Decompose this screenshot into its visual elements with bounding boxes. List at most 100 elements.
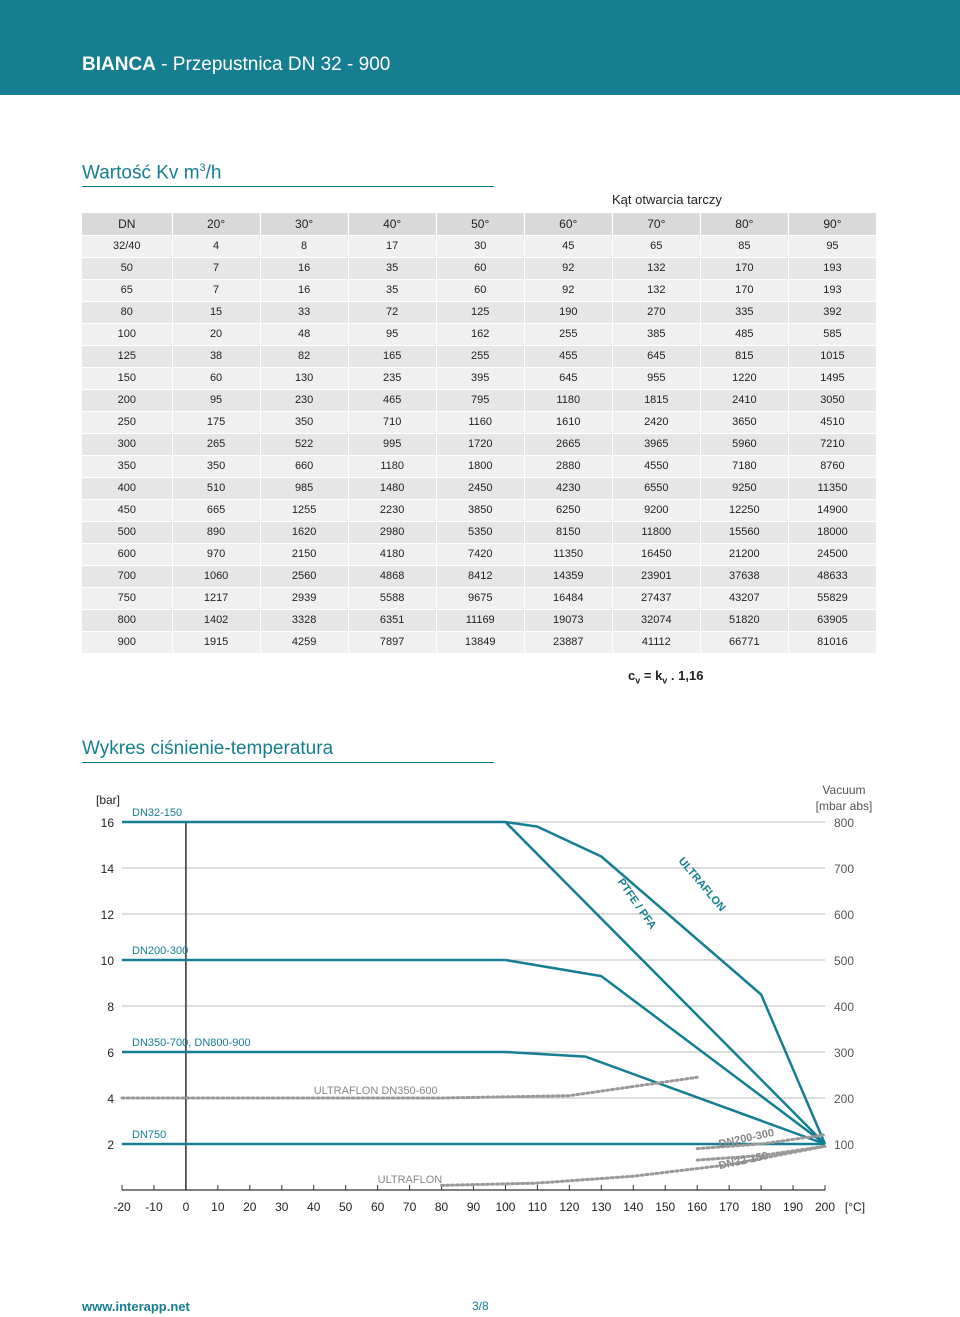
kv-table-body: 32/40 4 8 17 30 45 65 85 95 50 7 16 35 60 92 132 170 193 6… — [82, 235, 878, 654]
table-row: 700 1060 2560 4868 8412 14359 23901 37638 48633 — [82, 565, 878, 588]
table-cell: 7 — [172, 257, 261, 280]
pressure-series-line — [505, 820, 827, 1145]
x-tick-label: 60 — [371, 1200, 385, 1214]
vacuum-series-label: DN200-300 — [718, 1127, 776, 1150]
table-cell: 30 — [436, 235, 525, 258]
table-cell: 600 — [82, 543, 173, 566]
pt-chart-svg: -20 -10 0 10 20 30 40 50 60 70 80 90 100 110 120 130 140… — [96, 783, 873, 1214]
table-cell: 16450 — [612, 543, 701, 566]
table-cell: 100 — [82, 323, 173, 346]
kv-title-tail: /h — [205, 162, 222, 184]
x-tick-label: 40 — [307, 1200, 321, 1214]
table-cell: 95 — [788, 235, 878, 258]
table-cell: 1915 — [172, 631, 261, 654]
vacuum-series-label: ULTRAFLON — [378, 1174, 443, 1186]
vacuum-tick-label: 400 — [834, 1000, 854, 1014]
vacuum-series-label: DN32-150 — [718, 1150, 770, 1172]
x-tick-label: 190 — [783, 1200, 803, 1214]
table-cell: 1015 — [788, 345, 878, 368]
footer-url[interactable]: www.interapp.net — [82, 1299, 190, 1314]
table-cell: 11350 — [788, 477, 878, 500]
table-cell: 60 — [436, 257, 525, 280]
vacuum-series-label: ULTRAFLON DN350-600 — [314, 1085, 438, 1097]
kv-col-header: 20° — [172, 213, 261, 236]
kv-col-header: DN — [82, 213, 173, 236]
vacuum-tick-label: 700 — [834, 862, 854, 876]
vacuum-tick-label: 800 — [834, 816, 854, 830]
pressure-series-line — [505, 958, 826, 1145]
table-cell: 7210 — [788, 433, 878, 456]
vacuum-axis-label: Vacuum — [822, 783, 865, 797]
vacuum-series-line — [695, 1133, 827, 1151]
table-cell: 4259 — [260, 631, 349, 654]
x-tick-label: -20 — [113, 1200, 131, 1214]
x-tick-label: 50 — [339, 1200, 353, 1214]
table-cell: 8760 — [788, 455, 878, 478]
table-cell: 7897 — [348, 631, 437, 654]
kv-col-header: 30° — [260, 213, 349, 236]
table-cell: 63905 — [788, 609, 878, 632]
vacuum-tick-label: 200 — [834, 1092, 854, 1106]
page-number: 3/8 — [472, 1299, 489, 1313]
table-cell: 4868 — [348, 565, 437, 588]
formula-c-sub: v — [635, 675, 641, 686]
pressure-series-label: DN200-300 — [132, 945, 188, 957]
table-cell: 400 — [82, 477, 173, 500]
pressure-series-label: DN750 — [132, 1129, 166, 1141]
table-cell: 95 — [172, 389, 261, 412]
table-cell: 2665 — [524, 433, 613, 456]
table-row: 50 7 16 35 60 92 132 170 193 — [82, 257, 878, 280]
kv-col-header: 60° — [524, 213, 613, 236]
table-cell: 2150 — [260, 543, 349, 566]
vacuum-axis-unit: [mbar abs] — [816, 799, 873, 813]
table-cell: 60 — [172, 367, 261, 390]
table-cell: 3328 — [260, 609, 349, 632]
table-cell: 12250 — [700, 499, 789, 522]
table-cell: 2410 — [700, 389, 789, 412]
table-cell: 48633 — [788, 565, 878, 588]
x-tick-label: 160 — [687, 1200, 707, 1214]
vacuum-series-line — [440, 1144, 827, 1187]
table-cell: 85 — [700, 235, 789, 258]
x-tick-label: 90 — [467, 1200, 481, 1214]
table-cell: 45 — [524, 235, 613, 258]
kv-formula: cv = kv . 1,16 — [628, 668, 703, 686]
x-tick-label: 170 — [719, 1200, 739, 1214]
table-cell: 985 — [260, 477, 349, 500]
kv-section-title: Wartość Kv m3/h — [82, 162, 222, 184]
table-cell: 1800 — [436, 455, 525, 478]
table-cell: 165 — [348, 345, 437, 368]
x-tick-label: 20 — [243, 1200, 257, 1214]
y-tick-label: 16 — [101, 816, 115, 830]
table-cell: 4180 — [348, 543, 437, 566]
table-cell: 1180 — [524, 389, 613, 412]
table-cell: 3050 — [788, 389, 878, 412]
table-cell: 33 — [260, 301, 349, 324]
table-cell: 2939 — [260, 587, 349, 610]
vacuum-tick-label: 600 — [834, 908, 854, 922]
y-tick-label: 4 — [107, 1092, 114, 1106]
table-cell: 7420 — [436, 543, 525, 566]
table-row: 600 970 2150 4180 7420 11350 16450 21200 24500 — [82, 543, 878, 566]
table-cell: 41112 — [612, 631, 701, 654]
kv-col-header: 50° — [436, 213, 525, 236]
table-cell: 1180 — [348, 455, 437, 478]
table-cell: 170 — [700, 279, 789, 302]
table-cell: 38 — [172, 345, 261, 368]
table-cell: 350 — [172, 455, 261, 478]
table-cell: 72 — [348, 301, 437, 324]
table-cell: 1220 — [700, 367, 789, 390]
table-cell: 485 — [700, 323, 789, 346]
header-title: BIANCA - Przepustnica DN 32 - 900 — [82, 54, 390, 76]
vacuum-tick-label: 300 — [834, 1046, 854, 1060]
table-cell: 660 — [260, 455, 349, 478]
table-cell: 6351 — [348, 609, 437, 632]
x-tick-label: 150 — [655, 1200, 675, 1214]
x-tick-label: 0 — [183, 1200, 190, 1214]
table-row: 150 60 130 235 395 645 955 1220 1495 — [82, 367, 878, 390]
table-cell: 8 — [260, 235, 349, 258]
table-cell: 23887 — [524, 631, 613, 654]
table-cell: 455 — [524, 345, 613, 368]
table-cell: 450 — [82, 499, 173, 522]
x-tick-label: 80 — [435, 1200, 449, 1214]
